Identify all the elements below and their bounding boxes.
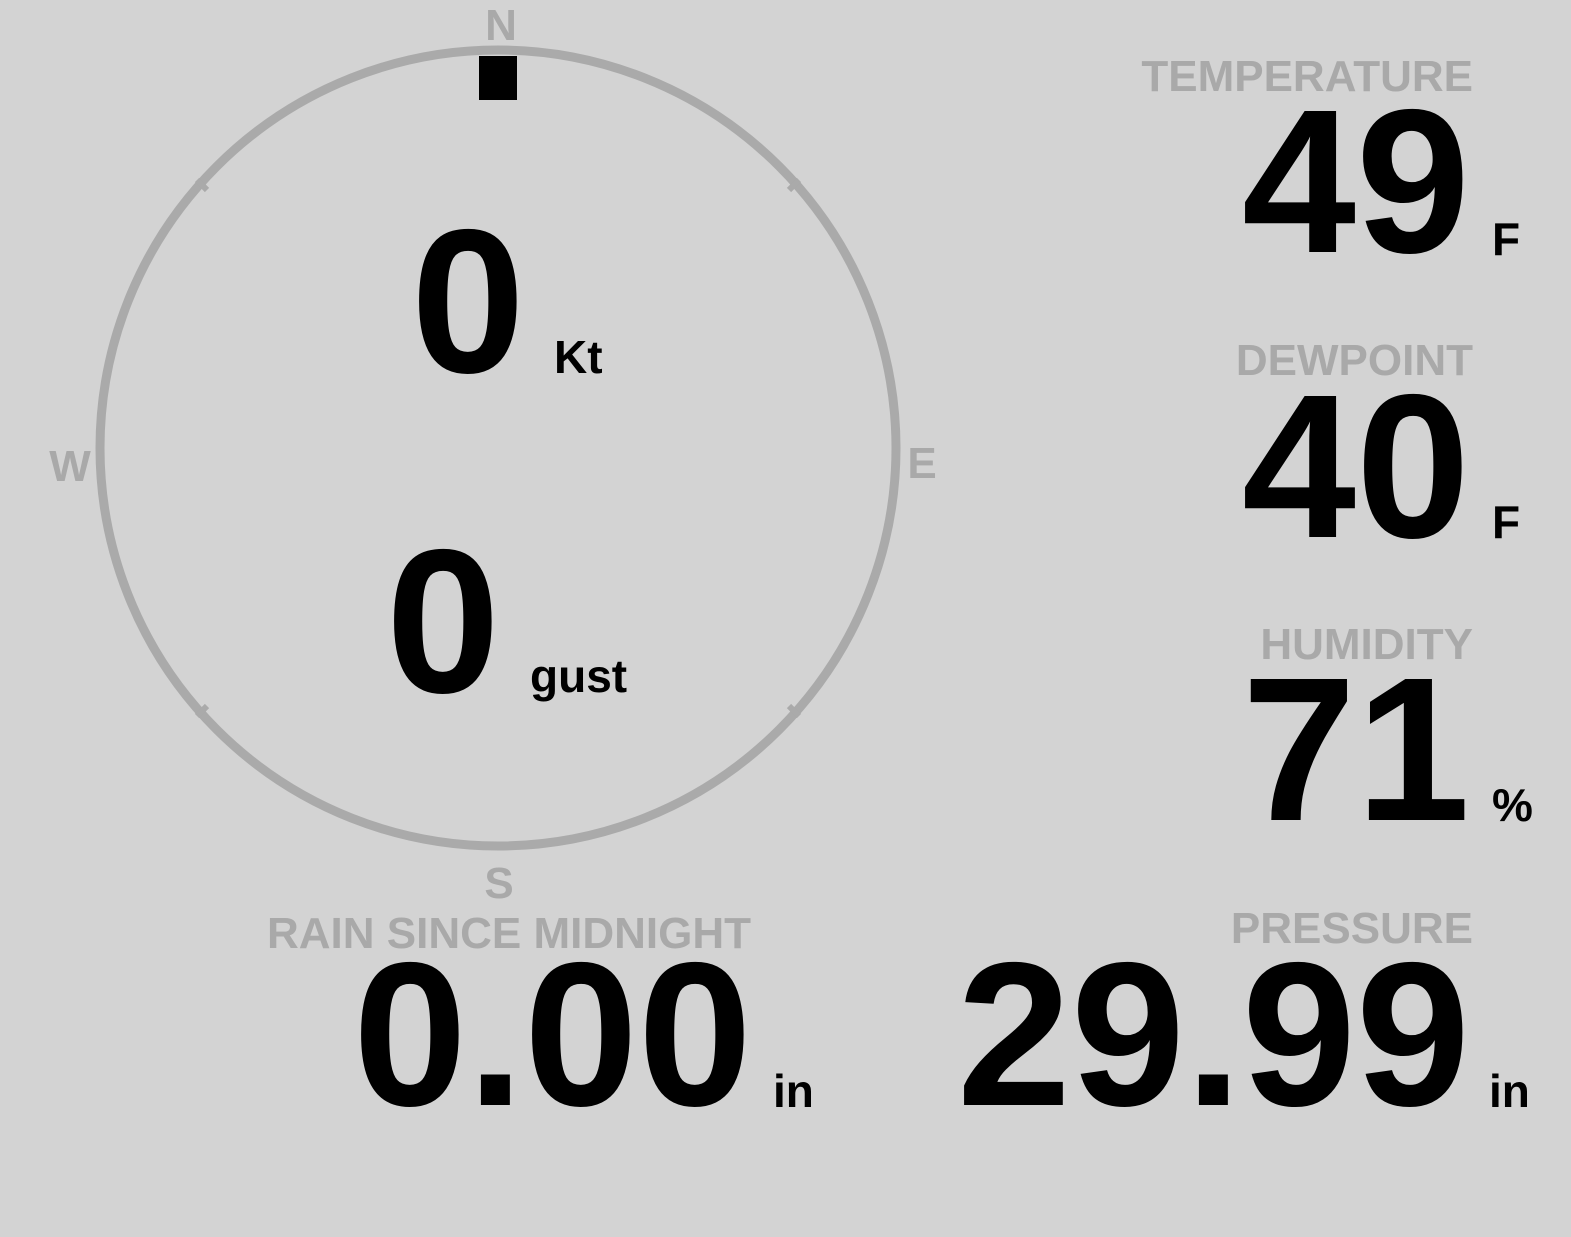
- pressure-value: 29.99: [957, 920, 1470, 1149]
- rain-label: RAIN SINCE MIDNIGHT: [267, 909, 751, 958]
- humidity-value: 71: [1242, 635, 1470, 864]
- wind-speed: 0: [411, 187, 525, 416]
- compass-north: N: [485, 1, 517, 50]
- dewpoint-unit: F: [1492, 496, 1520, 548]
- compass-west: W: [49, 442, 91, 491]
- humidity-label: HUMIDITY: [1260, 620, 1473, 669]
- temperature-value: 49: [1242, 67, 1470, 296]
- humidity-unit: %: [1492, 779, 1533, 831]
- gust-speed: 0: [386, 507, 500, 736]
- pressure-label: PRESSURE: [1231, 904, 1473, 953]
- dewpoint-value: 40: [1242, 352, 1470, 581]
- compass-south: S: [484, 859, 513, 908]
- dewpoint-label: DEWPOINT: [1236, 336, 1473, 385]
- temperature-unit: F: [1492, 213, 1520, 265]
- compass-ticks: [194, 177, 802, 719]
- compass-east: E: [907, 439, 936, 488]
- temperature-label: TEMPERATURE: [1141, 52, 1473, 101]
- rain-value: 0.00: [353, 920, 752, 1149]
- wind-speed-unit: Kt: [554, 331, 603, 383]
- gust-unit: gust: [530, 650, 627, 702]
- wind-direction-marker: [479, 56, 517, 100]
- compass-ring: [95, 45, 901, 851]
- rain-unit: in: [773, 1065, 814, 1117]
- pressure-unit: in: [1489, 1065, 1530, 1117]
